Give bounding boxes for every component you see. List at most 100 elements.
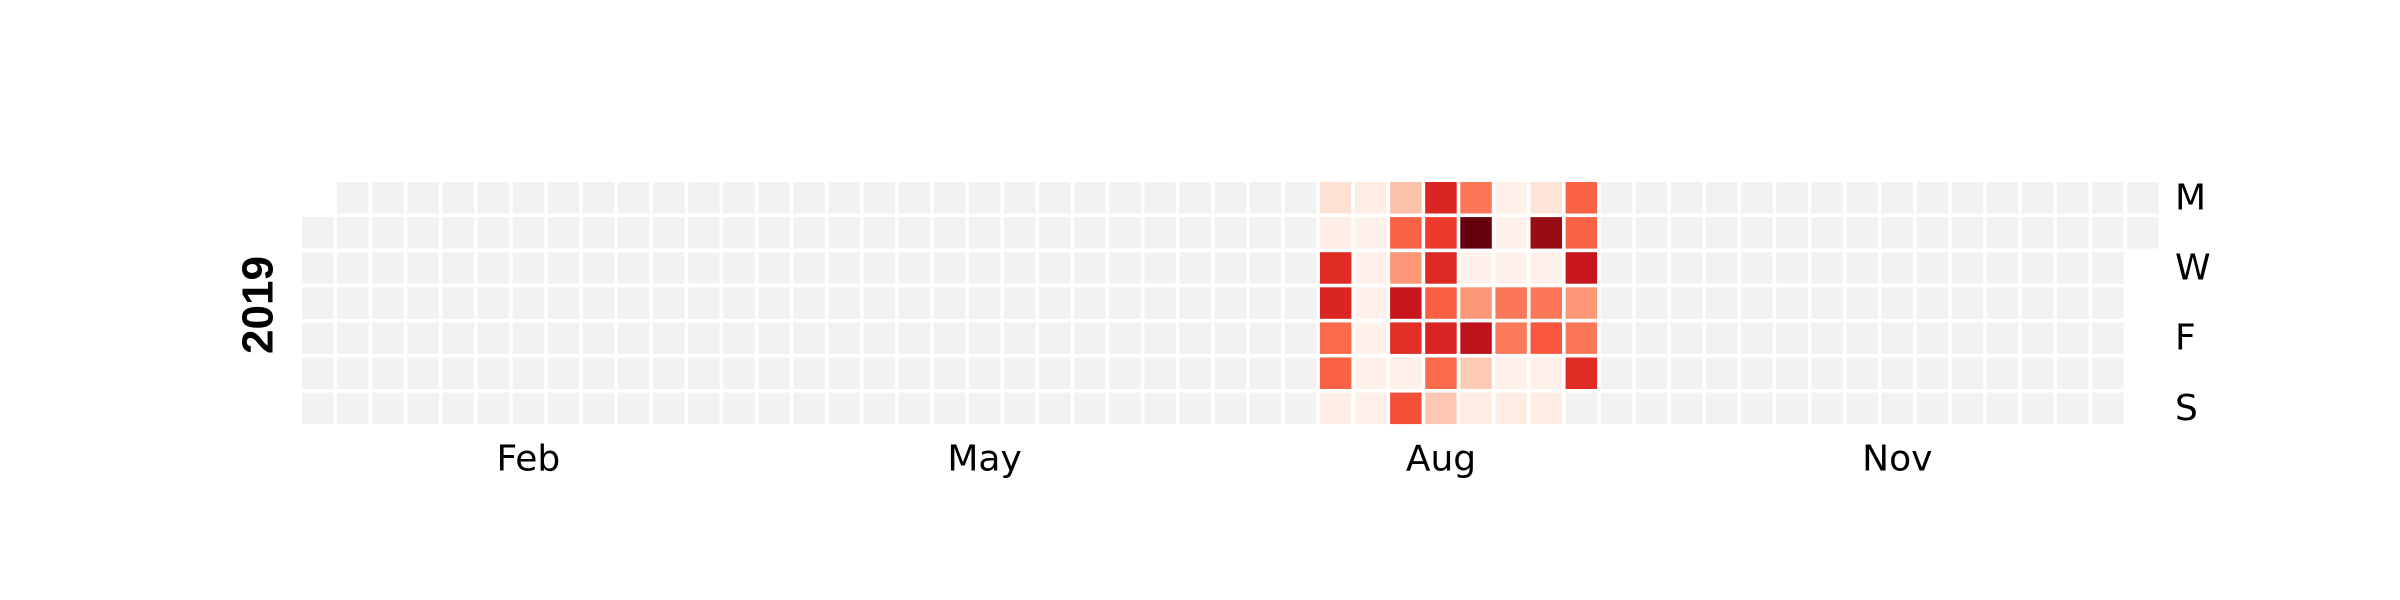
heatmap-cell-filled — [1565, 217, 1598, 249]
heatmap-cell — [1144, 252, 1176, 284]
heatmap-cell — [2021, 322, 2054, 354]
heatmap-cell — [442, 357, 474, 389]
heatmap-cell — [1074, 252, 1106, 284]
heatmap-cell — [1109, 357, 1141, 389]
heatmap-cell — [1004, 182, 1036, 214]
heatmap-cell-filled — [1495, 217, 1527, 249]
heatmap-cell-filled — [1390, 287, 1422, 319]
heatmap-cell-filled — [1495, 252, 1527, 284]
heatmap-cell — [828, 182, 860, 214]
heatmap-cell — [1214, 322, 1247, 354]
heatmap-cell — [302, 252, 334, 284]
heatmap-cell — [1811, 287, 1843, 319]
heatmap-cell — [1284, 357, 1317, 389]
heatmap-cell — [477, 182, 509, 214]
heatmap-cell — [372, 357, 404, 389]
heatmap-cell-filled — [1460, 322, 1492, 354]
heatmap-cell — [1811, 217, 1843, 249]
heatmap-cell — [1249, 392, 1282, 425]
heatmap-cell — [1635, 392, 1668, 425]
heatmap-cell — [1916, 182, 1949, 214]
heatmap-cell — [1846, 392, 1878, 425]
heatmap-cell — [1284, 182, 1317, 214]
weekday-label-m: M — [2175, 177, 2206, 218]
heatmap-cell — [723, 252, 755, 284]
heatmap-cell — [547, 357, 580, 389]
heatmap-cell-filled — [1425, 287, 1457, 319]
heatmap-cell — [2057, 287, 2089, 319]
heatmap-cell-filled — [1565, 322, 1598, 354]
heatmap-cell-filled — [1425, 252, 1457, 284]
heatmap-cell-filled — [1530, 322, 1562, 354]
heatmap-cell — [1741, 182, 1773, 214]
heatmap-cell — [723, 287, 755, 319]
heatmap-cell-filled — [1319, 392, 1352, 425]
heatmap-cell — [1600, 252, 1633, 284]
heatmap-cell — [1881, 357, 1913, 389]
heatmap-cell-filled — [1495, 392, 1527, 425]
heatmap-cell — [1916, 287, 1949, 319]
heatmap-cell — [337, 287, 369, 319]
heatmap-cell — [337, 392, 369, 425]
heatmap-cell — [723, 182, 755, 214]
heatmap-cell — [1986, 357, 2019, 389]
heatmap-cell — [933, 217, 966, 249]
heatmap-cell — [933, 322, 966, 354]
heatmap-cell — [688, 287, 720, 319]
heatmap-cell — [968, 182, 1001, 214]
heatmap-cell — [1109, 287, 1141, 319]
heatmap-cell-filled — [1565, 252, 1598, 284]
heatmap-cell — [617, 392, 650, 425]
heatmap-cell — [1039, 182, 1071, 214]
heatmap-cell — [372, 217, 404, 249]
heatmap-cell-filled — [1355, 287, 1387, 319]
heatmap-cell — [723, 392, 755, 425]
heatmap-cell — [653, 322, 685, 354]
heatmap-cell — [1004, 287, 1036, 319]
heatmap-cell — [337, 182, 369, 214]
heatmap-cell — [1214, 252, 1247, 284]
heatmap-cell-filled — [1390, 322, 1422, 354]
heatmap-cell — [1179, 392, 1211, 425]
heatmap-cell — [1600, 357, 1633, 389]
heatmap-cell — [1951, 217, 1984, 249]
heatmap-cell — [1039, 392, 1071, 425]
heatmap-cell-filled — [1565, 357, 1598, 389]
heatmap-cell — [1600, 322, 1633, 354]
heatmap-cell — [2092, 252, 2124, 284]
heatmap-cell — [828, 252, 860, 284]
heatmap-cell-filled — [1495, 357, 1527, 389]
heatmap-cell — [1881, 322, 1913, 354]
heatmap-cell-filled — [1425, 217, 1457, 249]
heatmap-cell-filled — [1460, 392, 1492, 425]
heatmap-cell — [933, 392, 966, 425]
heatmap-cell — [1284, 252, 1317, 284]
heatmap-cell — [1074, 322, 1106, 354]
heatmap-cell — [653, 357, 685, 389]
heatmap-cell — [1670, 217, 1703, 249]
heatmap-cell — [1144, 392, 1176, 425]
heatmap-cell — [1986, 252, 2019, 284]
heatmap-cell — [2057, 182, 2089, 214]
heatmap-cell — [1811, 252, 1843, 284]
heatmap-cell — [1881, 217, 1913, 249]
heatmap-cell — [477, 322, 509, 354]
heatmap-cell-filled — [1565, 287, 1598, 319]
heatmap-cell — [1811, 357, 1843, 389]
heatmap-cell — [1144, 322, 1176, 354]
heatmap-cell — [2057, 217, 2089, 249]
heatmap-cell — [547, 182, 580, 214]
heatmap-cell — [442, 392, 474, 425]
heatmap-cell — [898, 322, 931, 354]
heatmap-cell — [828, 357, 860, 389]
heatmap-cell-filled — [1319, 322, 1352, 354]
heatmap-cell — [2057, 322, 2089, 354]
heatmap-cell — [617, 252, 650, 284]
heatmap-cell — [1776, 287, 1808, 319]
heatmap-cell-filled — [1425, 182, 1457, 214]
heatmap-cell — [1776, 217, 1808, 249]
heatmap-cell — [1670, 357, 1703, 389]
heatmap-cell — [758, 252, 790, 284]
